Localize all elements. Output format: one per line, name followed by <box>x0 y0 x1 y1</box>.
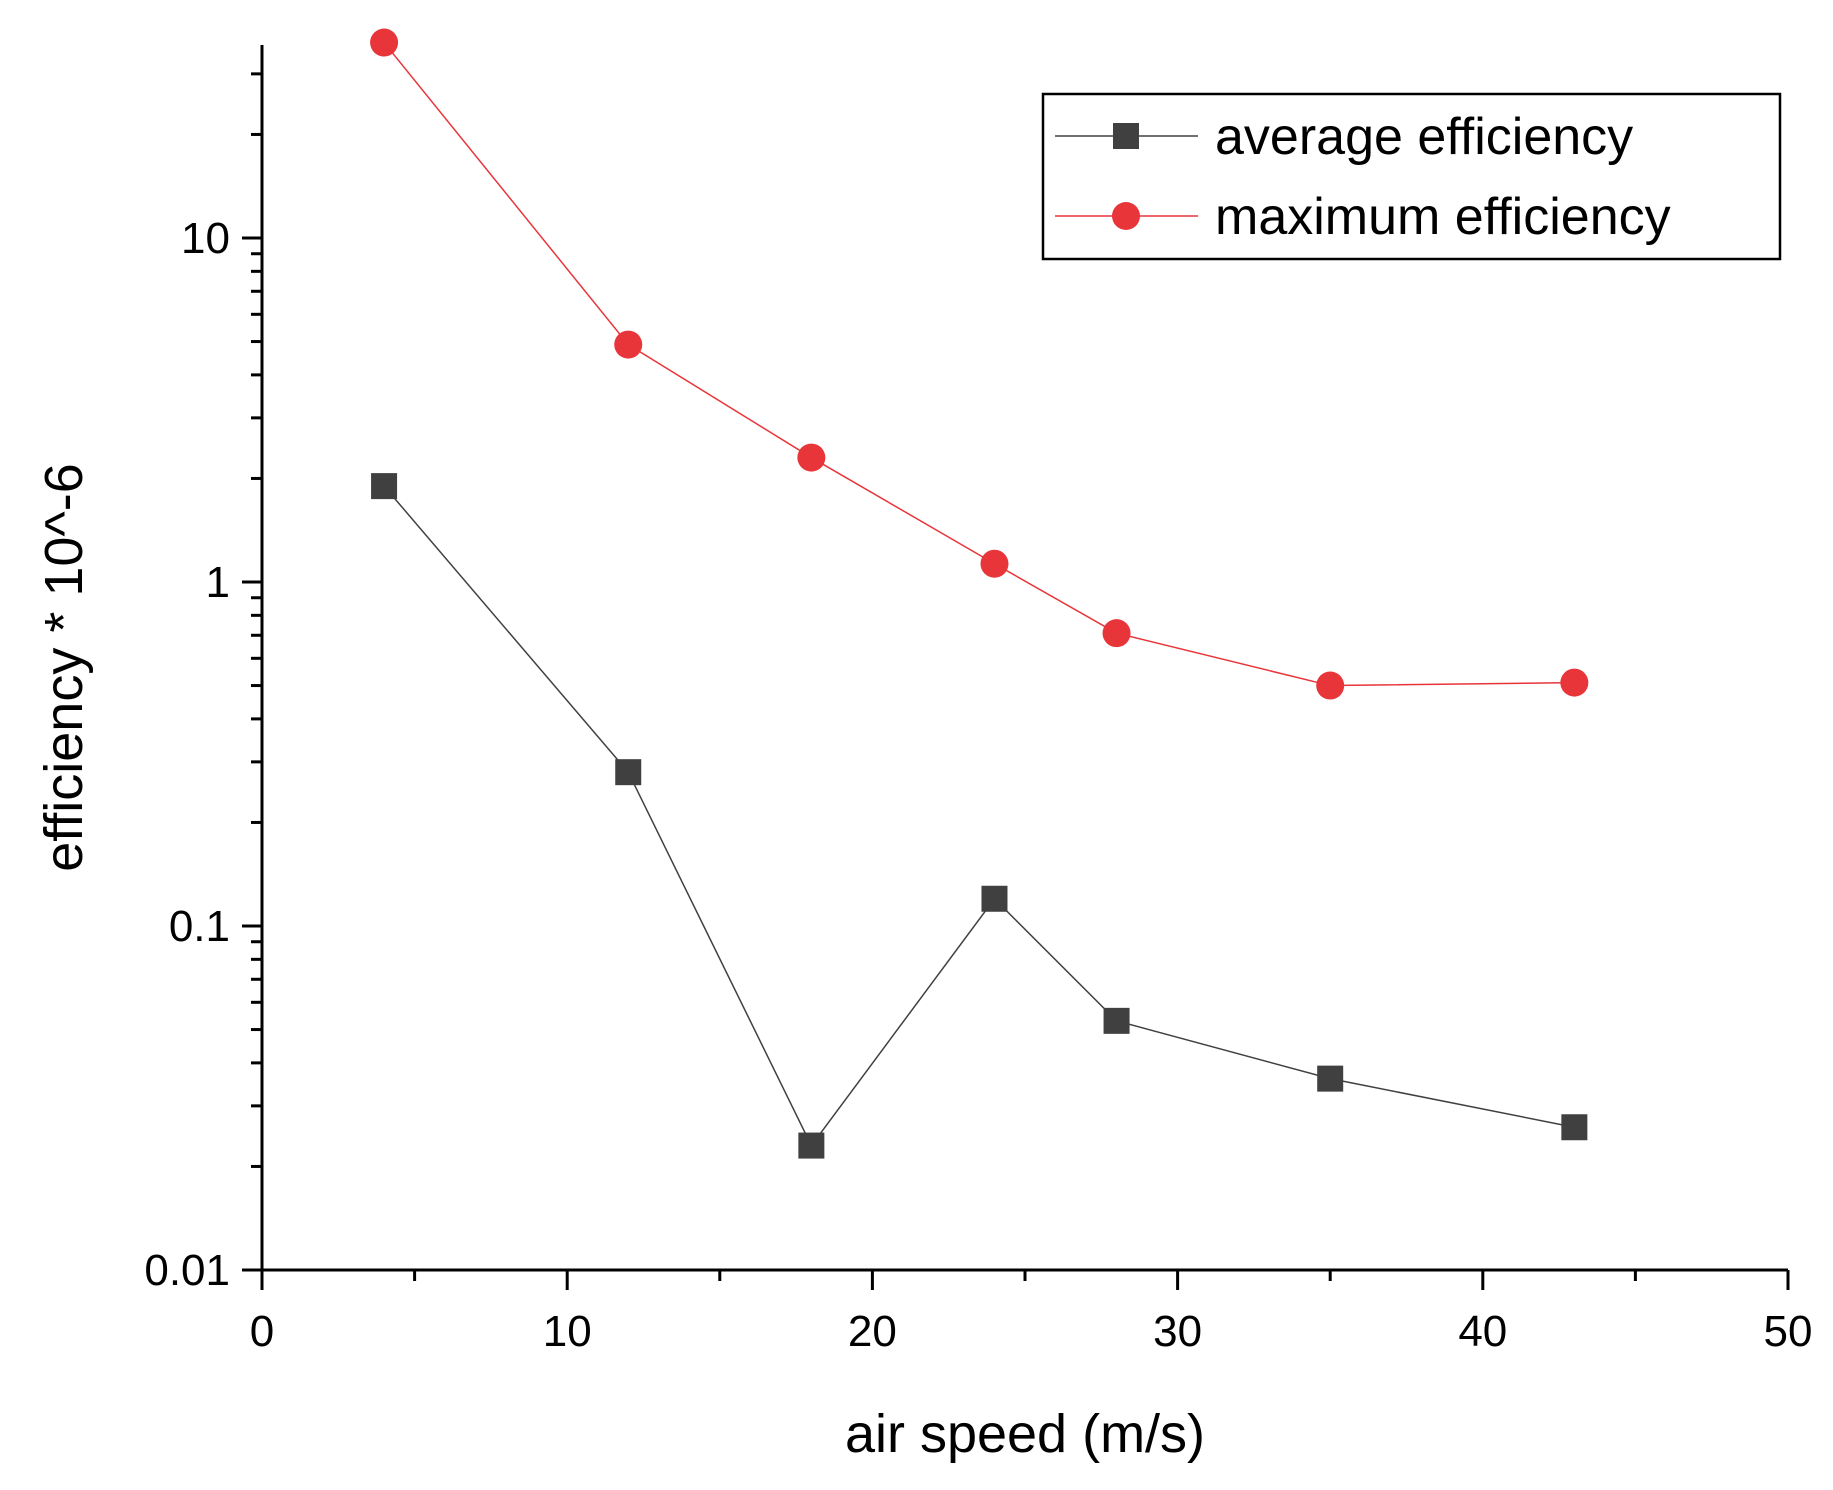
x-axis-title: air speed (m/s) <box>845 1404 1205 1464</box>
data-point-maximum <box>1560 668 1589 697</box>
x-tick-label: 10 <box>543 1307 592 1356</box>
x-tick-label: 50 <box>1764 1307 1813 1356</box>
x-tick-label: 0 <box>250 1307 274 1356</box>
y-tick-label: 0.1 <box>169 902 230 951</box>
x-tick-label: 40 <box>1458 1307 1507 1356</box>
data-point-average <box>798 1132 825 1159</box>
y-tick-label: 1 <box>206 558 230 607</box>
x-tick-label: 30 <box>1153 1307 1202 1356</box>
data-point-maximum <box>614 330 643 359</box>
y-tick-label: 0.01 <box>144 1246 230 1295</box>
plot-series <box>370 28 1589 1159</box>
data-point-maximum <box>1102 619 1131 648</box>
legend: average efficiency maximum efficiency <box>1041 92 1782 261</box>
y-tick-label: 10 <box>181 214 230 263</box>
legend-circle-marker <box>1112 202 1140 230</box>
data-point-average <box>1103 1007 1130 1034</box>
data-point-average <box>1317 1065 1344 1092</box>
data-point-average <box>981 885 1008 912</box>
series-line-0 <box>383 485 1575 1148</box>
data-point-maximum <box>797 443 826 472</box>
axes: 0 10 20 30 40 50 0.01 0.1 1 10 <box>144 45 1812 1356</box>
x-tick-label: 20 <box>848 1307 897 1356</box>
y-axis-title: efficiency * 10^-6 <box>34 463 94 872</box>
legend-box <box>1041 92 1782 261</box>
data-point-average <box>1561 1114 1588 1141</box>
legend-square-marker <box>1113 123 1139 149</box>
legend-label: average efficiency <box>1215 108 1633 166</box>
data-point-maximum <box>1316 671 1345 700</box>
data-point-average <box>615 759 642 786</box>
data-point-maximum <box>980 549 1009 578</box>
data-point-maximum <box>370 28 399 57</box>
data-point-average <box>371 473 398 500</box>
legend-label: maximum efficiency <box>1215 188 1671 246</box>
